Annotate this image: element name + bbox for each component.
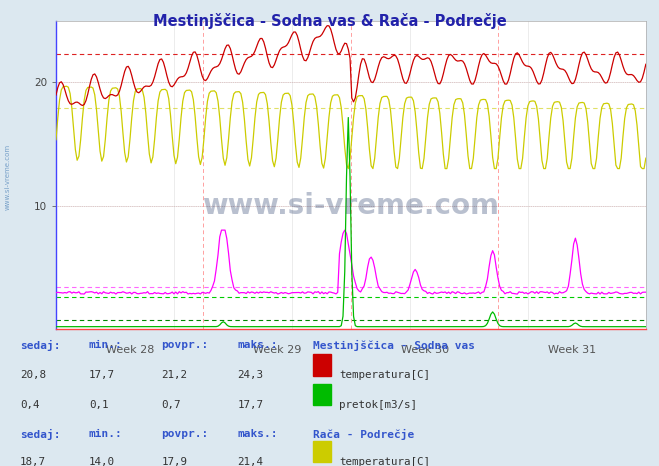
Text: 20,8: 20,8 bbox=[20, 370, 45, 380]
Text: povpr.:: povpr.: bbox=[161, 340, 209, 350]
Text: www.si-vreme.com: www.si-vreme.com bbox=[202, 192, 500, 219]
Text: temperatura[C]: temperatura[C] bbox=[339, 457, 430, 466]
Text: sedaj:: sedaj: bbox=[20, 340, 60, 351]
Text: Mestinjščica - Sodna vas & Rača - Podrečje: Mestinjščica - Sodna vas & Rača - Podreč… bbox=[153, 13, 506, 29]
Text: Week 28: Week 28 bbox=[105, 345, 154, 356]
Text: 21,2: 21,2 bbox=[161, 370, 187, 380]
Text: 0,1: 0,1 bbox=[89, 399, 109, 410]
Text: 24,3: 24,3 bbox=[237, 370, 263, 380]
Text: min.:: min.: bbox=[89, 429, 123, 439]
Text: Rača - Podrečje: Rača - Podrečje bbox=[313, 429, 415, 440]
Text: povpr.:: povpr.: bbox=[161, 429, 209, 439]
Text: pretok[m3/s]: pretok[m3/s] bbox=[339, 399, 417, 410]
Text: 0,7: 0,7 bbox=[161, 399, 181, 410]
Text: maks.:: maks.: bbox=[237, 429, 277, 439]
Text: maks.:: maks.: bbox=[237, 340, 277, 350]
Text: 14,0: 14,0 bbox=[89, 457, 115, 466]
Text: 0,4: 0,4 bbox=[20, 399, 40, 410]
Text: 17,7: 17,7 bbox=[89, 370, 115, 380]
Text: Week 29: Week 29 bbox=[253, 345, 301, 356]
Text: sedaj:: sedaj: bbox=[20, 429, 60, 440]
Bar bbox=[313, 441, 331, 462]
Text: Mestinjščica - Sodna vas: Mestinjščica - Sodna vas bbox=[313, 340, 475, 351]
Text: temperatura[C]: temperatura[C] bbox=[339, 370, 430, 380]
Text: 17,9: 17,9 bbox=[161, 457, 187, 466]
Text: min.:: min.: bbox=[89, 340, 123, 350]
Bar bbox=[313, 355, 331, 376]
Text: 21,4: 21,4 bbox=[237, 457, 263, 466]
Text: Week 31: Week 31 bbox=[548, 345, 596, 356]
Text: Week 30: Week 30 bbox=[401, 345, 449, 356]
Text: 17,7: 17,7 bbox=[237, 399, 263, 410]
Text: 18,7: 18,7 bbox=[20, 457, 45, 466]
Text: www.si-vreme.com: www.si-vreme.com bbox=[5, 144, 11, 210]
Bar bbox=[313, 384, 331, 405]
